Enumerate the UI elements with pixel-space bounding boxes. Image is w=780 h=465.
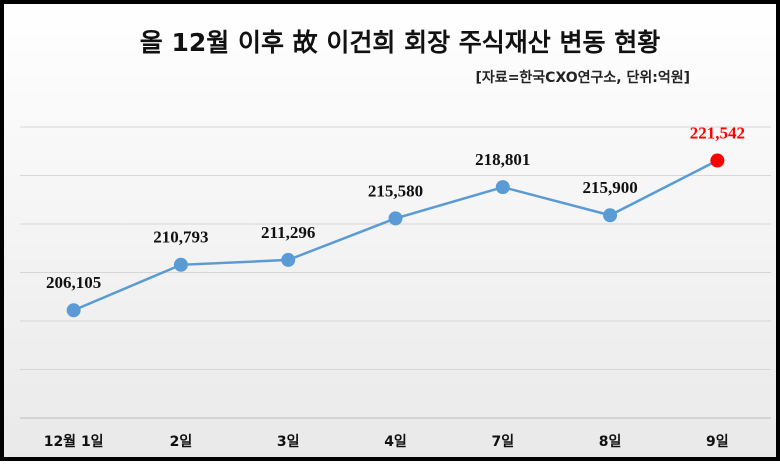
x-tick-label: 4일 — [384, 434, 407, 450]
marker — [388, 211, 403, 226]
value-label: 210,793 — [153, 228, 208, 247]
marker — [173, 257, 188, 272]
value-label: 211,296 — [261, 223, 315, 242]
x-tick-label: 8일 — [599, 434, 622, 450]
chart-subtitle: [자료=한국CXO연구소, 단위:억원] — [476, 69, 690, 86]
x-tick-label: 3일 — [277, 434, 300, 450]
value-label: 218,801 — [475, 150, 530, 169]
value-label: 221,542 — [690, 123, 745, 142]
marker — [710, 153, 725, 168]
marker — [66, 303, 81, 318]
chart-title: 올 12월 이후 故 이건희 회장 주식재산 변동 현황 — [140, 28, 660, 57]
x-tick-label: 7일 — [491, 434, 514, 450]
value-label: 215,900 — [582, 178, 637, 197]
x-tick-label: 9일 — [706, 434, 729, 450]
value-label: 206,105 — [46, 273, 101, 292]
x-tick-label: 2일 — [170, 434, 193, 450]
marker — [603, 208, 618, 223]
marker — [281, 252, 296, 267]
x-tick-label: 12월 1일 — [44, 433, 104, 450]
marker — [495, 180, 510, 195]
value-label: 215,580 — [368, 181, 423, 200]
